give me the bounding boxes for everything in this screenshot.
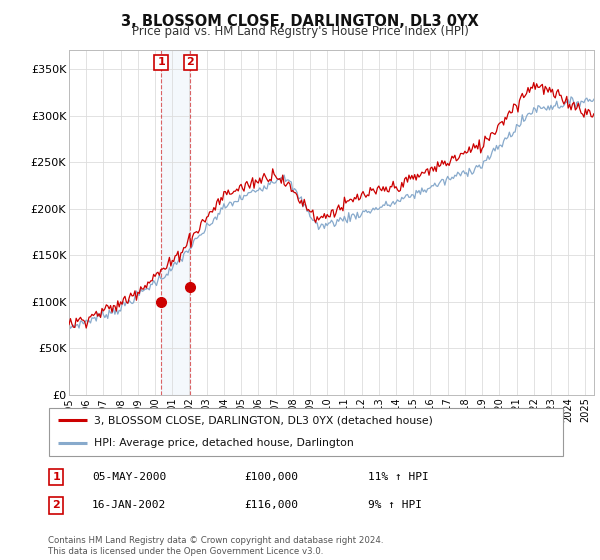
Text: Price paid vs. HM Land Registry's House Price Index (HPI): Price paid vs. HM Land Registry's House … — [131, 25, 469, 38]
Text: Contains HM Land Registry data © Crown copyright and database right 2024.
This d: Contains HM Land Registry data © Crown c… — [48, 536, 383, 556]
Text: 1: 1 — [157, 58, 165, 67]
Text: 3, BLOSSOM CLOSE, DARLINGTON, DL3 0YX (detached house): 3, BLOSSOM CLOSE, DARLINGTON, DL3 0YX (d… — [94, 416, 433, 426]
FancyBboxPatch shape — [49, 408, 563, 456]
Text: 9% ↑ HPI: 9% ↑ HPI — [368, 501, 422, 511]
Text: HPI: Average price, detached house, Darlington: HPI: Average price, detached house, Darl… — [94, 438, 354, 448]
Text: £116,000: £116,000 — [244, 501, 298, 511]
Text: 11% ↑ HPI: 11% ↑ HPI — [368, 472, 428, 482]
Text: 2: 2 — [187, 58, 194, 67]
Bar — [161, 50, 190, 395]
Text: 2: 2 — [52, 501, 60, 511]
Text: 3, BLOSSOM CLOSE, DARLINGTON, DL3 0YX: 3, BLOSSOM CLOSE, DARLINGTON, DL3 0YX — [121, 14, 479, 29]
Text: £100,000: £100,000 — [244, 472, 298, 482]
Text: 16-JAN-2002: 16-JAN-2002 — [92, 501, 166, 511]
Text: 1: 1 — [52, 472, 60, 482]
Text: 05-MAY-2000: 05-MAY-2000 — [92, 472, 166, 482]
